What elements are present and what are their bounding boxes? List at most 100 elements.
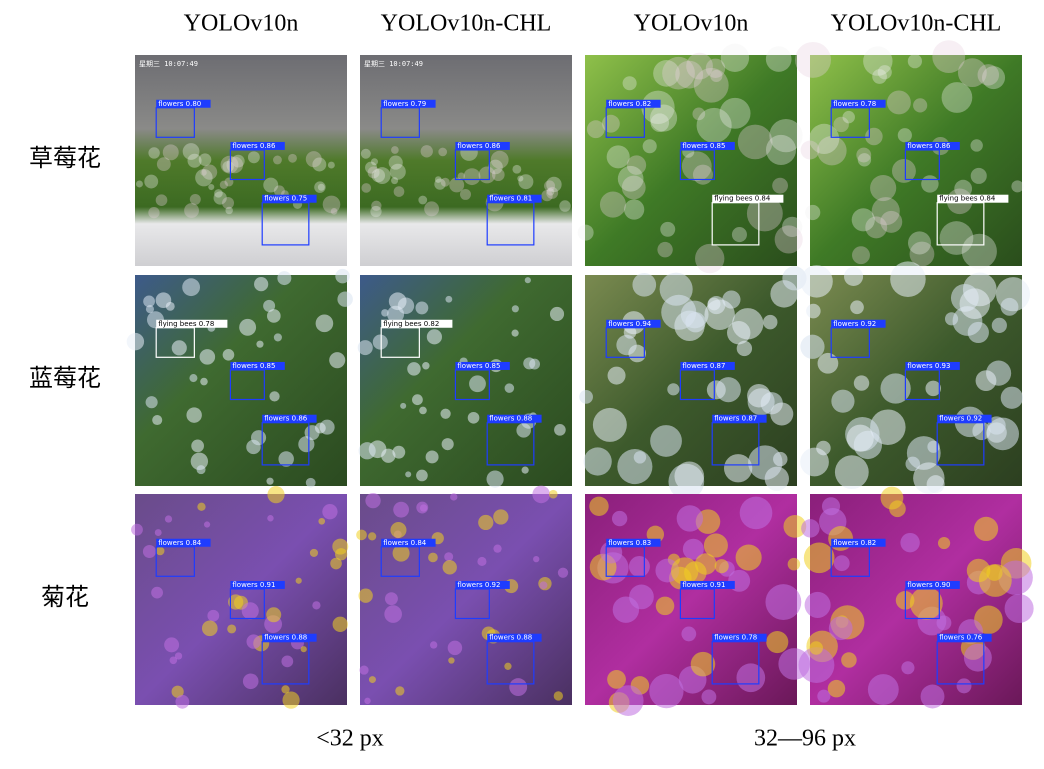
flower: [246, 634, 261, 649]
column-header: YOLOv10n: [184, 11, 299, 37]
flower: [970, 139, 983, 152]
flower: [667, 383, 680, 396]
flower: [659, 272, 693, 306]
flower: [939, 221, 974, 255]
detection-label: flowers 0.91: [682, 581, 725, 589]
flower: [442, 560, 457, 575]
detection-label: flying bees 0.78: [158, 320, 214, 328]
flower: [681, 626, 697, 642]
detection-label: flowers 0.86: [264, 415, 308, 423]
flower: [407, 362, 421, 376]
flower: [318, 517, 326, 525]
flower: [865, 127, 883, 146]
image-panel: flowers 0.82 flowers 0.85 flying bees 0.84: [577, 43, 803, 274]
flower: [220, 155, 239, 174]
detection-label: flying bees 0.84: [714, 195, 771, 203]
photo: [810, 55, 1022, 266]
flower: [144, 174, 159, 189]
flower: [441, 438, 454, 451]
detection-label: flowers 0.75: [264, 195, 307, 203]
flower: [622, 76, 637, 91]
flower: [650, 425, 682, 457]
flower: [400, 402, 407, 409]
flower: [145, 396, 158, 409]
flower: [710, 69, 723, 83]
flower: [769, 119, 803, 153]
flower: [1000, 386, 1023, 409]
flower: [493, 544, 502, 553]
detection-box: [904, 588, 940, 620]
flower: [921, 175, 939, 193]
detection-label: flowers 0.88: [264, 634, 307, 642]
detection-label: flowers 0.79: [383, 100, 426, 108]
flower: [736, 663, 766, 693]
detection-label: flowers 0.85: [457, 362, 500, 370]
flower: [208, 183, 215, 191]
flower: [486, 470, 504, 488]
flower: [312, 157, 327, 172]
flower: [387, 305, 405, 323]
flower: [827, 679, 846, 698]
flower: [857, 153, 872, 167]
flower: [559, 200, 571, 212]
flower: [675, 60, 704, 89]
flower: [986, 564, 1003, 581]
row-label: 菊花: [41, 584, 89, 611]
flower: [684, 561, 707, 584]
flower: [477, 556, 487, 567]
flower: [927, 440, 940, 453]
flower: [626, 155, 647, 175]
flower: [384, 592, 398, 606]
flower: [370, 205, 382, 218]
flower: [392, 445, 406, 459]
image-panel: 星期三 10:07:49 flowers 0.79 flowers 0.86 flow…: [360, 55, 572, 266]
detection-tag: [905, 580, 960, 589]
detection-label: flowers 0.94: [608, 320, 652, 328]
flower: [524, 277, 531, 284]
detection-tag: [487, 633, 542, 642]
flower: [317, 183, 325, 191]
flower: [359, 665, 369, 675]
flower: [155, 292, 172, 308]
flower: [231, 154, 245, 168]
flower: [739, 496, 773, 530]
flower: [660, 221, 676, 237]
flower: [392, 544, 410, 562]
flower: [676, 505, 704, 532]
flower: [135, 180, 143, 188]
flower: [155, 546, 165, 556]
flower: [907, 231, 932, 255]
flower: [428, 552, 438, 563]
flower: [282, 691, 300, 709]
flower: [478, 166, 496, 184]
flower: [198, 153, 212, 166]
timestamp: 星期三 10:07:49: [364, 60, 423, 68]
flower: [312, 601, 321, 610]
flower: [381, 448, 396, 463]
flower: [278, 451, 294, 467]
flower: [281, 655, 294, 668]
flower: [529, 358, 540, 370]
flower: [171, 685, 184, 698]
flower: [991, 317, 1007, 333]
flower: [833, 555, 850, 572]
detection-label: flowers 0.85: [232, 362, 275, 370]
flower: [599, 191, 626, 218]
flower: [816, 440, 831, 456]
flower: [273, 155, 282, 165]
flower: [148, 207, 160, 219]
flower: [765, 134, 797, 165]
flower: [650, 113, 670, 133]
flower: [557, 567, 569, 578]
flower: [388, 292, 407, 311]
flower: [852, 246, 870, 265]
flower: [937, 536, 951, 550]
detection-tag: [831, 319, 886, 328]
detection-tag: [712, 414, 767, 423]
flower: [273, 185, 285, 197]
flower: [766, 630, 789, 654]
detection-tag: [606, 99, 661, 108]
flower: [201, 164, 218, 180]
flower: [360, 148, 371, 159]
flower: [804, 591, 831, 618]
